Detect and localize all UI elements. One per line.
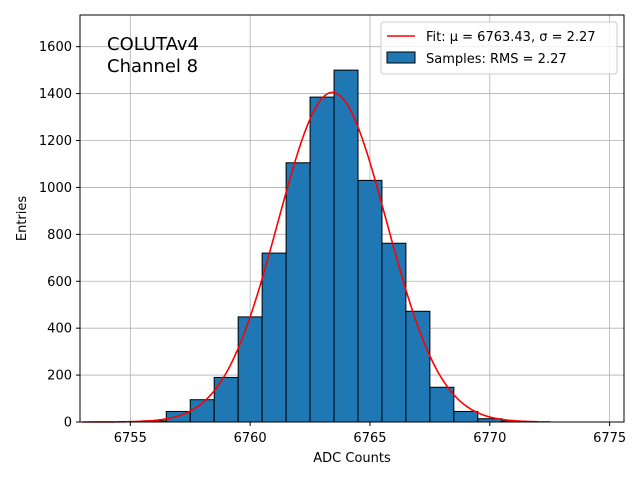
legend-box bbox=[380, 21, 618, 75]
histogram-bar bbox=[213, 376, 239, 423]
legend-fit-label: Fit: μ = 6763.43, σ = 2.27 bbox=[426, 30, 596, 45]
y-tick-label: 800 bbox=[47, 228, 72, 243]
histogram-bars bbox=[117, 69, 551, 423]
annotation-channel: Channel 8 bbox=[107, 56, 198, 77]
y-axis-label: Entries bbox=[15, 196, 30, 242]
plot-frame bbox=[79, 14, 625, 423]
x-tick-label: 6760 bbox=[234, 431, 267, 446]
x-axis-label: ADC Counts bbox=[313, 451, 391, 466]
histogram-bar bbox=[285, 162, 311, 423]
histogram-bar bbox=[309, 96, 335, 423]
x-tick-label: 6775 bbox=[593, 431, 626, 446]
histogram-bar bbox=[357, 179, 383, 423]
x-tick-label: 6765 bbox=[353, 431, 386, 446]
x-tick-label: 6755 bbox=[114, 431, 147, 446]
annotation-chip-name: COLUTAv4 bbox=[107, 34, 199, 55]
fit-curve bbox=[82, 91, 538, 423]
legend: Fit: μ = 6763.43, σ = 2.27 Samples: RMS … bbox=[380, 21, 618, 75]
axis-ticks: 6755 6760 6765 6770 6775 0 200 400 600 800 1000 120… bbox=[39, 40, 626, 446]
histogram-bar bbox=[453, 410, 479, 423]
histogram-bar bbox=[261, 252, 287, 423]
legend-hist-label: Samples: RMS = 2.27 bbox=[426, 52, 567, 67]
y-tick-label: 1000 bbox=[39, 181, 72, 196]
histogram-bar bbox=[237, 316, 263, 423]
y-tick-label: 400 bbox=[47, 322, 72, 337]
y-tick-label: 0 bbox=[64, 416, 72, 431]
histogram-bar bbox=[381, 242, 407, 423]
y-tick-label: 1200 bbox=[39, 134, 72, 149]
legend-hist-swatch bbox=[386, 51, 416, 64]
y-tick-label: 1600 bbox=[39, 40, 72, 55]
x-tick-label: 6770 bbox=[473, 431, 506, 446]
histogram-bar bbox=[333, 69, 359, 423]
y-tick-label: 200 bbox=[47, 369, 72, 384]
histogram-bar bbox=[429, 386, 455, 423]
y-tick-label: 1400 bbox=[39, 87, 72, 102]
y-tick-label: 600 bbox=[47, 275, 72, 290]
